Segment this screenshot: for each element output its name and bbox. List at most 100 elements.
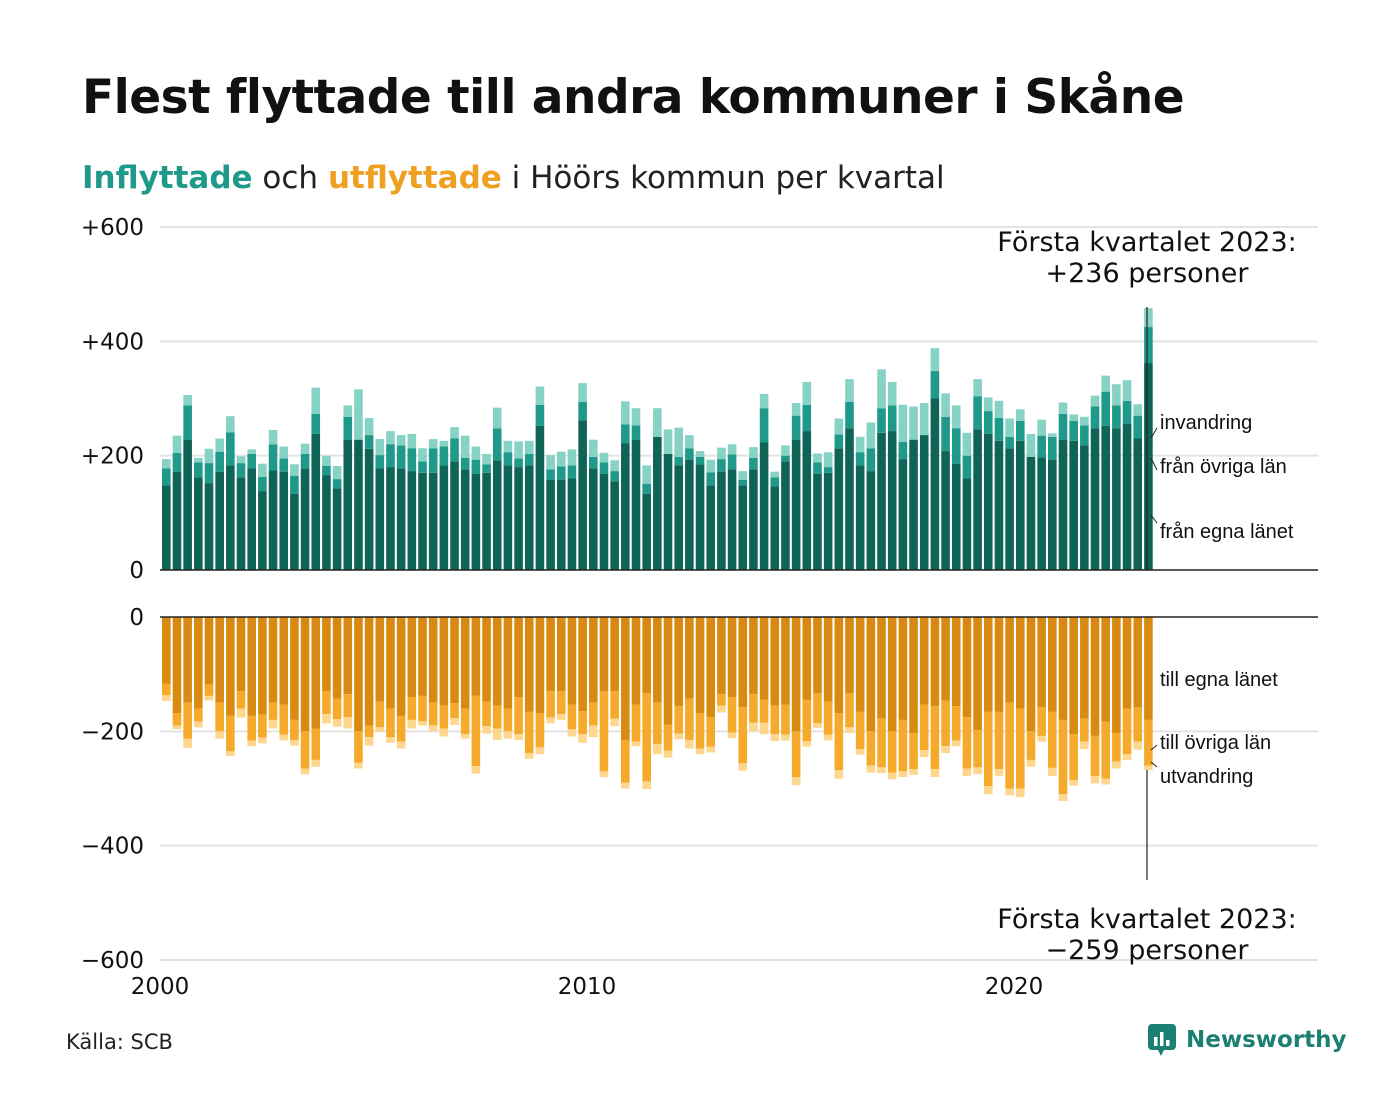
bar-outflow-own-county <box>460 617 470 709</box>
bar-inflow-immigration <box>546 455 555 470</box>
bar-inflow-own-county <box>866 471 876 570</box>
bar-outflow-emigration <box>482 726 491 734</box>
series-label-out-0: till egna länet <box>1160 669 1278 691</box>
bar-outflow-own-county <box>845 617 854 694</box>
bar-outflow-emigration <box>930 769 940 778</box>
bar-outflow-emigration <box>375 727 385 732</box>
bar-outflow-other-counties <box>514 697 523 735</box>
bar-outflow-own-county <box>407 617 417 698</box>
bar-outflow-emigration <box>1005 788 1014 796</box>
bar-inflow-immigration <box>343 405 353 417</box>
bar-outflow-emigration <box>162 695 171 702</box>
bar-outflow-other-counties <box>546 691 555 718</box>
bar-inflow-immigration <box>1016 409 1025 421</box>
bar-outflow-own-county <box>1016 617 1025 709</box>
bar-inflow-other-counties <box>450 438 459 462</box>
bar-inflow-own-county <box>514 467 523 570</box>
bar-inflow-own-county <box>845 428 854 570</box>
bar-inflow-own-county <box>556 479 566 570</box>
bar-inflow-own-county <box>247 468 256 570</box>
bar-inflow-other-counties <box>1080 425 1089 446</box>
bar-outflow-other-counties <box>631 704 641 742</box>
bar-outflow-own-county <box>535 617 545 714</box>
bar-inflow-other-counties <box>823 467 833 473</box>
bar-outflow-emigration <box>1133 741 1143 750</box>
series-label-out-2: utvandring <box>1160 766 1253 788</box>
bar-inflow-own-county <box>781 461 790 570</box>
bar-outflow-own-county <box>567 617 577 705</box>
bar-inflow-own-county <box>300 468 310 570</box>
bar-outflow-own-county <box>332 617 342 699</box>
bar-outflow-own-county <box>428 617 438 703</box>
bar-outflow-emigration <box>194 721 203 728</box>
bar-inflow-own-county <box>663 453 673 570</box>
bar-outflow-emigration <box>631 741 641 747</box>
bar-inflow-immigration <box>621 401 630 425</box>
bar-inflow-other-counties <box>482 464 491 473</box>
bar-outflow-emigration <box>332 719 342 727</box>
bar-inflow-immigration <box>460 435 470 458</box>
bar-outflow-other-counties <box>610 691 619 719</box>
bar-inflow-other-counties <box>727 454 737 470</box>
chart-subtitle: Inflyttade och utflyttade i Höörs kommun… <box>82 160 945 196</box>
bar-inflow-own-county <box>813 473 822 570</box>
bar-outflow-own-county <box>973 617 982 731</box>
bar-inflow-other-counties <box>791 415 801 440</box>
bar-outflow-other-counties <box>887 731 897 773</box>
bar-inflow-own-county <box>311 433 321 570</box>
bar-inflow-immigration <box>610 460 619 472</box>
bar-outflow-emigration <box>1112 761 1121 769</box>
bar-outflow-other-counties <box>834 713 844 771</box>
bar-outflow-own-county <box>1080 617 1089 719</box>
bar-outflow-other-counties <box>951 706 961 741</box>
bar-inflow-other-counties <box>418 461 427 473</box>
bar-inflow-other-counties <box>599 462 609 474</box>
bar-outflow-other-counties <box>1037 707 1046 736</box>
bar-inflow-other-counties <box>706 472 716 486</box>
bar-inflow-own-county <box>567 478 577 570</box>
series-leader-out-1 <box>1150 744 1158 751</box>
bar-outflow-other-counties <box>418 695 427 722</box>
bar-outflow-other-counties <box>172 713 182 726</box>
bar-inflow-own-county <box>332 488 342 570</box>
bar-outflow-own-county <box>802 617 812 700</box>
bar-inflow-own-county <box>727 469 737 570</box>
bar-outflow-own-county <box>791 617 801 732</box>
bar-outflow-emigration <box>492 728 502 740</box>
bar-inflow-own-county <box>183 439 192 570</box>
newsworthy-logo[interactable]: Newsworthy <box>1146 1022 1347 1058</box>
bar-inflow-other-counties <box>642 483 651 494</box>
bar-inflow-immigration <box>162 459 171 469</box>
bar-outflow-other-counties <box>247 715 256 741</box>
bar-inflow-own-county <box>364 448 374 570</box>
bar-inflow-other-counties <box>951 428 961 464</box>
bar-inflow-other-counties <box>322 465 331 476</box>
bar-inflow-immigration <box>749 447 758 458</box>
bar-inflow-immigration <box>1048 433 1057 437</box>
subtitle-mid: och <box>252 160 328 196</box>
bar-inflow-immigration <box>1080 416 1089 426</box>
bar-inflow-other-counties <box>759 408 769 443</box>
bar-outflow-emigration <box>717 705 726 713</box>
bar-inflow-own-county <box>941 451 950 570</box>
bar-outflow-emigration <box>172 725 182 730</box>
bar-inflow-own-county <box>482 472 491 570</box>
bar-outflow-emigration <box>855 749 865 755</box>
bar-outflow-other-counties <box>492 705 502 729</box>
bar-outflow-emigration <box>1058 794 1068 802</box>
bar-outflow-emigration <box>471 766 481 774</box>
bar-outflow-emigration <box>578 734 587 743</box>
bar-inflow-own-county <box>898 459 908 570</box>
bar-outflow-emigration <box>300 768 310 775</box>
bar-outflow-emigration <box>226 751 235 756</box>
bar-outflow-other-counties <box>749 694 758 723</box>
bar-inflow-immigration <box>215 438 224 452</box>
bar-outflow-emigration <box>738 763 748 771</box>
series-label-in-0: invandring <box>1160 412 1252 434</box>
bar-inflow-other-counties <box>685 448 694 460</box>
bar-inflow-own-county <box>1112 428 1121 570</box>
bar-outflow-other-counties <box>845 693 854 728</box>
bar-inflow-other-counties <box>589 456 598 469</box>
newsworthy-logo-icon <box>1148 1024 1176 1056</box>
bar-inflow-immigration <box>781 445 790 456</box>
